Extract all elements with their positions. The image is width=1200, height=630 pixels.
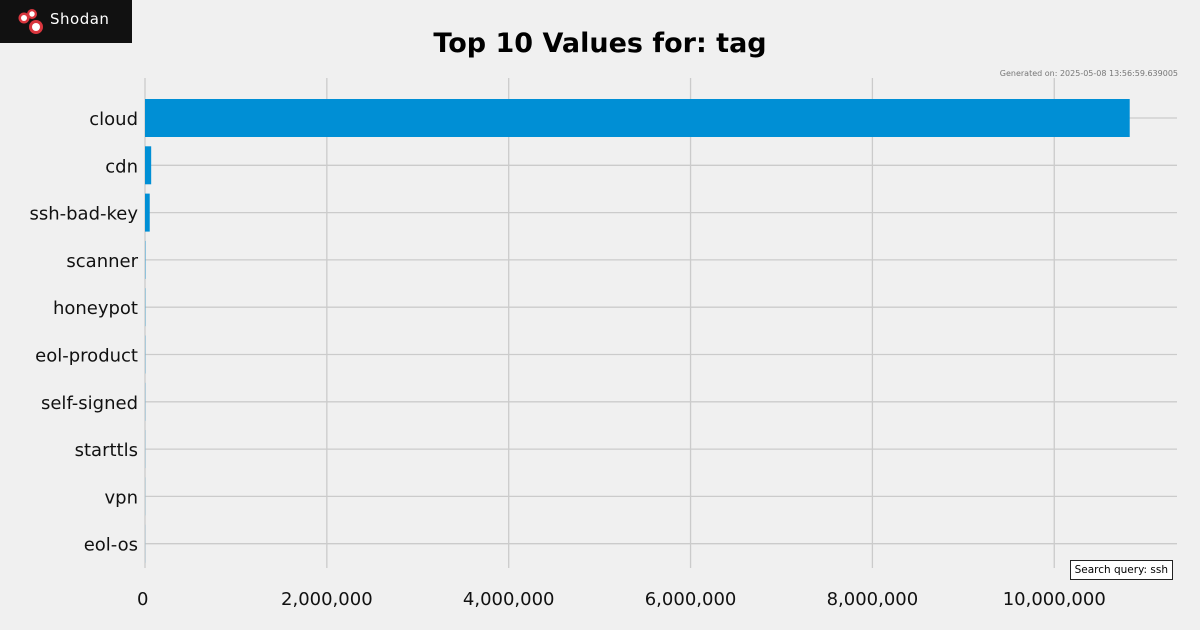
y-tick-label: self-signed: [41, 393, 138, 414]
chart-title: Top 10 Values for: tag: [433, 28, 767, 59]
shodan-logo-text: Shodan: [50, 10, 110, 28]
x-tick-label: 4,000,000: [463, 589, 555, 610]
y-tick-label: starttls: [75, 440, 138, 461]
x-tick-label: 2,000,000: [281, 589, 373, 610]
y-tick-label: vpn: [105, 487, 139, 508]
x-tick-label: 0: [137, 589, 148, 610]
x-tick-label: 6,000,000: [645, 589, 737, 610]
x-tick-label: 8,000,000: [827, 589, 919, 610]
shodan-logo-icon: [18, 9, 43, 34]
bar-cdn: [145, 146, 152, 185]
bar-ssh-bad-key: [145, 193, 150, 232]
bar-cloud: [145, 99, 1130, 137]
y-tick-label: ssh-bad-key: [29, 204, 138, 225]
y-tick-label: eol-os: [84, 535, 138, 556]
y-tick-label: cdn: [105, 156, 138, 177]
shodan-logo[interactable]: Shodan: [0, 0, 132, 43]
y-tick-label: cloud: [89, 109, 138, 130]
search-query-box: Search query: ssh: [1069, 560, 1173, 580]
y-tick-label: scanner: [66, 251, 138, 272]
y-tick-label: honeypot: [53, 298, 138, 319]
y-tick-label: eol-product: [35, 346, 138, 367]
generated-timestamp: Generated on: 2025-05-08 13:56:59.639005: [999, 69, 1178, 78]
x-tick-label: 10,000,000: [1003, 589, 1106, 610]
